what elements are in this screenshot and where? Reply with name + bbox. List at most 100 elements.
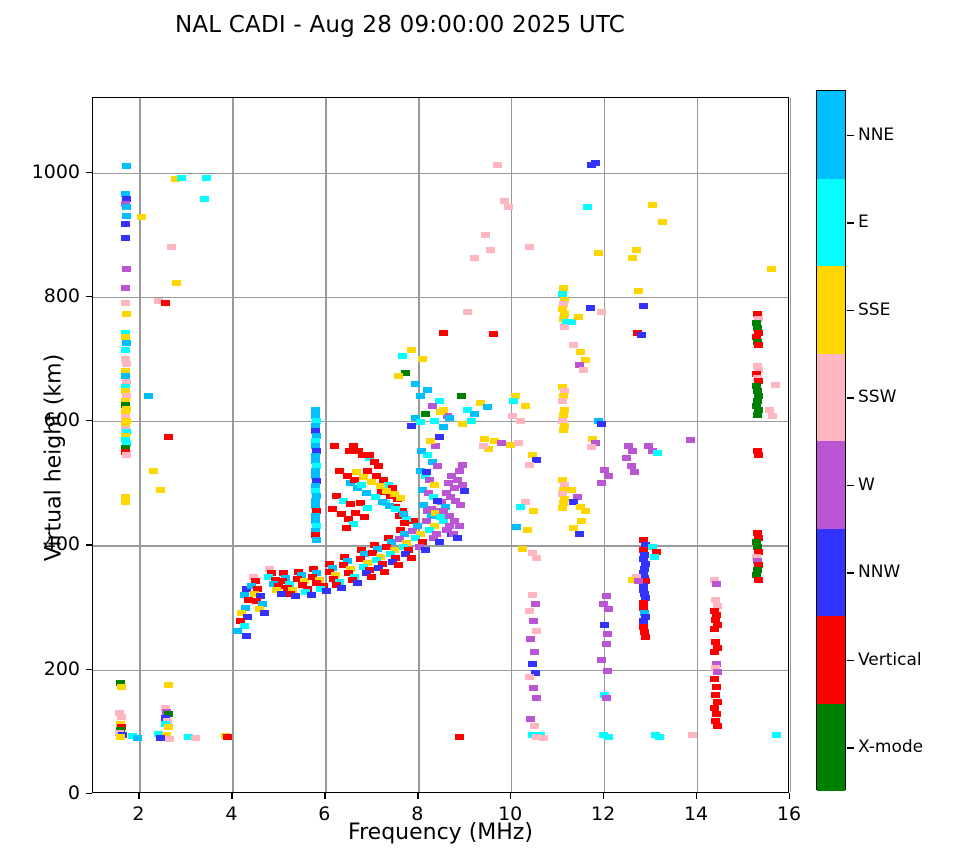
data-point xyxy=(752,383,762,390)
data-point xyxy=(638,587,648,594)
data-point xyxy=(752,530,762,536)
data-point xyxy=(349,477,359,484)
data-point xyxy=(121,213,131,220)
data-point xyxy=(190,735,200,742)
data-point xyxy=(567,486,577,493)
data-point xyxy=(389,547,399,554)
data-point xyxy=(358,452,367,459)
data-point xyxy=(532,554,542,561)
data-point xyxy=(329,575,339,582)
data-point xyxy=(527,549,537,556)
data-point xyxy=(394,562,404,569)
data-point xyxy=(236,618,246,625)
data-point xyxy=(121,413,131,420)
data-point xyxy=(440,503,450,510)
data-point xyxy=(346,501,356,508)
data-point xyxy=(527,592,537,599)
data-point xyxy=(388,558,398,565)
data-point xyxy=(427,402,437,409)
colorbar-segment-vertical[interactable] xyxy=(817,616,845,704)
data-point xyxy=(597,421,607,428)
y-tick-label: 800 xyxy=(43,284,80,307)
data-point xyxy=(183,733,193,740)
data-point xyxy=(121,339,131,346)
data-point xyxy=(311,477,321,484)
data-point xyxy=(515,503,525,510)
data-point xyxy=(640,542,650,549)
data-point xyxy=(358,474,368,481)
data-point xyxy=(423,387,433,394)
x-tick-label: 16 xyxy=(776,803,802,825)
data-point xyxy=(400,369,410,376)
data-point xyxy=(223,734,233,741)
data-point xyxy=(764,406,774,413)
data-point xyxy=(489,331,499,338)
data-point xyxy=(771,731,781,738)
data-point xyxy=(425,438,435,445)
data-point xyxy=(406,554,416,561)
data-point xyxy=(627,255,637,262)
colorbar-segment-w[interactable] xyxy=(817,441,845,529)
gridline-horizontal xyxy=(93,296,788,299)
data-point xyxy=(117,684,127,691)
x-tick xyxy=(789,793,791,799)
y-tick-label: 0 xyxy=(67,782,80,804)
plot-area[interactable] xyxy=(92,97,792,793)
gridline-vertical xyxy=(697,98,699,792)
data-point xyxy=(557,505,567,512)
data-point xyxy=(599,621,609,628)
data-point xyxy=(334,467,344,474)
data-point xyxy=(311,492,321,499)
data-point xyxy=(639,582,649,589)
data-point xyxy=(278,578,288,585)
data-point xyxy=(423,490,433,497)
data-point xyxy=(327,565,337,572)
data-point xyxy=(255,593,265,600)
data-point xyxy=(639,618,649,625)
data-point xyxy=(299,578,309,585)
data-point xyxy=(360,551,370,558)
data-point xyxy=(148,467,158,474)
data-point xyxy=(640,578,650,585)
colorbar-segment-nne[interactable] xyxy=(817,91,845,179)
data-point xyxy=(311,569,321,576)
data-point xyxy=(710,705,720,712)
data-point xyxy=(121,498,131,505)
data-point xyxy=(406,346,416,353)
colorbar-segment-nnw[interactable] xyxy=(817,528,845,616)
colorbar-segment-sse[interactable] xyxy=(817,266,845,354)
colorbar-segment-e[interactable] xyxy=(817,178,845,266)
data-point xyxy=(558,427,568,434)
data-point xyxy=(490,438,500,445)
gridline-vertical xyxy=(139,98,141,792)
data-point xyxy=(713,722,722,729)
colorbar[interactable]: NNE E SSE SSW W NNW Vertical X-mode xyxy=(816,90,923,791)
data-point xyxy=(121,191,131,198)
data-point xyxy=(368,549,378,556)
data-point xyxy=(367,479,377,486)
data-point xyxy=(752,447,762,454)
data-point xyxy=(557,290,567,297)
data-point xyxy=(121,234,131,241)
data-point xyxy=(532,456,542,463)
data-point xyxy=(163,711,173,718)
data-point xyxy=(115,710,125,717)
data-point xyxy=(244,597,254,604)
data-point xyxy=(383,481,393,488)
data-point xyxy=(422,517,432,524)
data-point xyxy=(558,486,568,493)
data-point xyxy=(121,163,131,170)
data-point xyxy=(402,539,412,546)
gridline-vertical xyxy=(604,98,606,792)
data-point xyxy=(434,398,444,405)
colorbar-segment-ssw[interactable] xyxy=(817,353,845,441)
data-point xyxy=(389,491,399,498)
y-tick xyxy=(86,544,92,546)
data-point xyxy=(311,457,321,464)
colorbar-segment-x-mode[interactable] xyxy=(817,703,845,791)
y-tick-label: 600 xyxy=(43,409,80,432)
data-point xyxy=(478,443,488,449)
data-point xyxy=(416,531,426,538)
data-point xyxy=(310,497,320,504)
data-point xyxy=(576,503,586,510)
